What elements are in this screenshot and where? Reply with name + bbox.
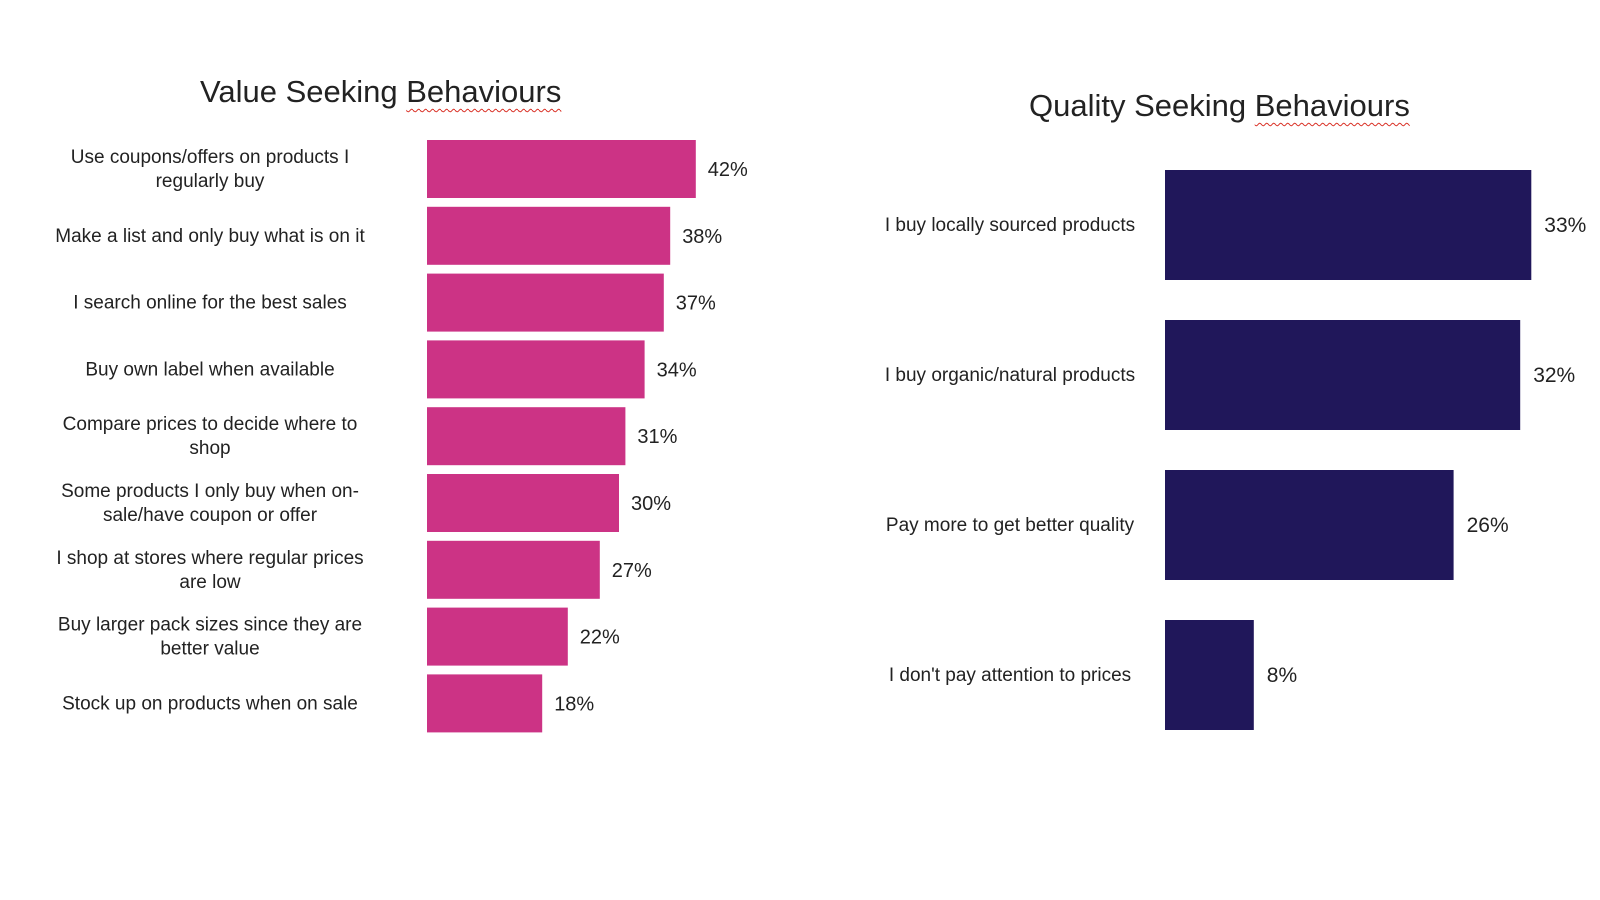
value-category-label-6: Some products I only buy when on-sale/ha… — [61, 481, 359, 526]
quality-category-label-1: I buy locally sourced products — [885, 215, 1135, 236]
quality-bar-3 — [1165, 470, 1454, 580]
value-category-label-1-line-1: Use coupons/offers on products I — [71, 147, 349, 168]
quality-category-label-3-line-1: Pay more to get better quality — [886, 515, 1135, 536]
value-bar-7 — [427, 540, 600, 599]
quality-value-label-3: 26% — [1467, 514, 1509, 537]
value-category-label-8: Buy larger pack sizes since they are bett… — [58, 615, 362, 660]
value-category-label-6-line-2: sale/have coupon or offer — [103, 505, 318, 526]
value-value-label-7: 27% — [612, 560, 652, 582]
value-bar-9 — [427, 674, 543, 733]
value-value-label-1: 42% — [708, 159, 748, 181]
value-value-label-9: 18% — [554, 693, 594, 715]
quality-value-label-1: 33% — [1544, 214, 1586, 237]
quality-chart-title: Quality Seeking Behaviours — [1029, 88, 1410, 124]
quality-bar-1 — [1165, 170, 1532, 280]
value-category-label-2-line-1: Make a list and only buy what is on it — [55, 226, 365, 247]
value-category-label-1-line-2: regularly buy — [156, 171, 265, 192]
quality-category-label-2: I buy organic/natural products — [885, 365, 1135, 386]
value-bar-2 — [427, 206, 671, 265]
value-bar-4 — [427, 340, 645, 399]
quality-chart-title-underlined: Behaviours — [1254, 88, 1410, 123]
value-category-label-8-line-2: better value — [160, 639, 259, 660]
value-bar-8 — [427, 607, 568, 666]
value-category-label-1: Use coupons/offers on products I regularl… — [71, 147, 349, 192]
quality-category-label-1-line-1: I buy locally sourced products — [885, 215, 1135, 236]
value-category-label-9-line-1: Stock up on products when on sale — [62, 693, 358, 714]
value-seeking-chart: 42% Use coupons/offers on products I regul… — [55, 140, 748, 733]
value-category-label-3: I search online for the best sales — [73, 293, 347, 314]
value-value-label-4: 34% — [657, 359, 697, 381]
value-chart-title-underlined: Behaviours — [406, 74, 562, 109]
value-category-label-4-line-1: Buy own label when available — [85, 359, 334, 380]
value-category-label-5-line-1: Compare prices to decide where to — [63, 414, 358, 435]
quality-chart-title-main: Quality Seeking — [1029, 88, 1255, 123]
quality-value-label-2: 32% — [1533, 364, 1575, 387]
quality-category-label-3: Pay more to get better quality — [886, 515, 1135, 536]
value-value-label-8: 22% — [580, 627, 620, 649]
quality-category-label-4: I don't pay attention to prices — [889, 665, 1131, 686]
value-category-label-5: Compare prices to decide where to shop — [63, 414, 358, 459]
value-value-label-6: 30% — [631, 493, 671, 515]
value-category-label-5-line-2: shop — [189, 438, 230, 459]
value-bar-3 — [427, 273, 664, 332]
value-category-label-7: I shop at stores where regular prices are… — [56, 548, 363, 593]
value-bar-5 — [427, 407, 626, 466]
value-value-label-3: 37% — [676, 293, 716, 315]
quality-bar-2 — [1165, 320, 1521, 430]
value-bar-1 — [427, 140, 696, 198]
value-category-label-3-line-1: I search online for the best sales — [73, 293, 347, 314]
value-category-label-7-line-2: are low — [179, 572, 241, 593]
value-category-label-6-line-1: Some products I only buy when on- — [61, 481, 359, 502]
value-category-label-8-line-1: Buy larger pack sizes since they are — [58, 615, 362, 636]
quality-value-label-4: 8% — [1267, 664, 1297, 687]
value-bar-6 — [427, 474, 619, 532]
value-value-label-2: 38% — [682, 226, 722, 248]
value-category-label-9: Stock up on products when on sale — [62, 693, 358, 714]
value-chart-title: Value Seeking Behaviours — [200, 74, 561, 110]
value-category-label-4: Buy own label when available — [85, 359, 334, 380]
value-category-label-2: Make a list and only buy what is on it — [55, 226, 365, 247]
value-category-label-7-line-1: I shop at stores where regular prices — [56, 548, 363, 569]
quality-bar-4 — [1165, 620, 1254, 730]
quality-category-label-4-line-1: I don't pay attention to prices — [889, 665, 1131, 686]
value-value-label-5: 31% — [637, 426, 677, 448]
quality-category-label-2-line-1: I buy organic/natural products — [885, 365, 1135, 386]
value-chart-title-main: Value Seeking — [200, 74, 407, 109]
